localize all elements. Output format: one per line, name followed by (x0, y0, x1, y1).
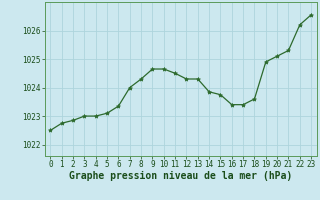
X-axis label: Graphe pression niveau de la mer (hPa): Graphe pression niveau de la mer (hPa) (69, 171, 292, 181)
